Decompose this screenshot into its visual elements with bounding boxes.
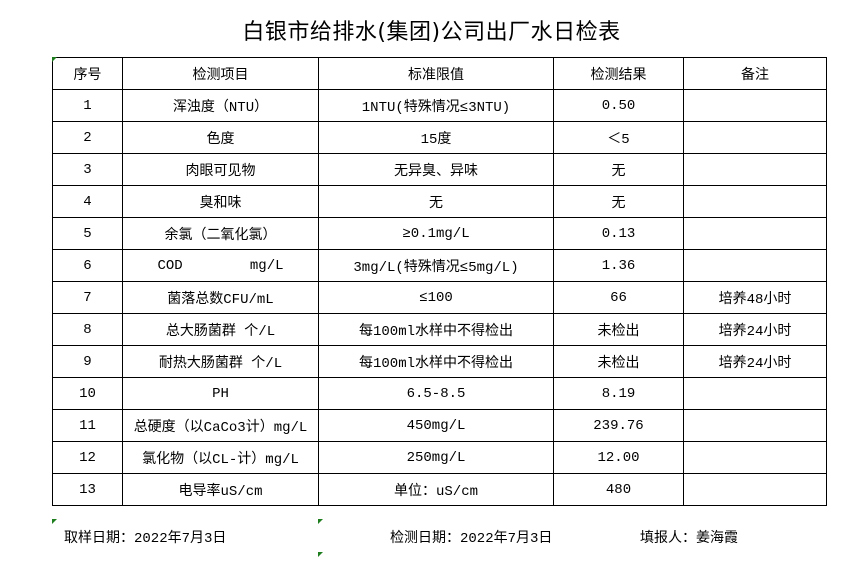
cell-item[interactable]: 总大肠菌群 个/L <box>122 313 319 346</box>
cell-standard[interactable]: 1NTU(特殊情况≤3NTU) <box>318 89 554 122</box>
cell-item[interactable]: 菌落总数CFU/mL <box>122 281 319 314</box>
cell-standard[interactable]: 单位：uS/cm <box>318 473 554 506</box>
table-row: 2 色度 15度 ＜5 <box>52 121 827 154</box>
cell-result[interactable]: ＜5 <box>553 121 684 154</box>
cell-index[interactable]: 11 <box>52 409 123 442</box>
cell-result[interactable]: 8.19 <box>553 377 684 410</box>
cell-standard[interactable]: 无异臭、异味 <box>318 153 554 186</box>
cell-item[interactable]: 总硬度（以CaCo3计）mg/L <box>122 409 319 442</box>
cell-standard[interactable]: 每100ml水样中不得检出 <box>318 345 554 378</box>
cell-note[interactable] <box>683 89 827 122</box>
cell-standard[interactable]: 250mg/L <box>318 441 554 474</box>
page-title: 白银市给排水(集团)公司出厂水日检表 <box>242 20 621 45</box>
table-row: 7 菌落总数CFU/mL ≤100 66 培养48小时 <box>52 281 827 314</box>
cell-item[interactable]: 余氯（二氧化氯） <box>122 217 319 250</box>
cell-item[interactable]: 耐热大肠菌群 个/L <box>122 345 319 378</box>
cell-index[interactable]: 10 <box>52 377 123 410</box>
table-row: 3 肉眼可见物 无异臭、异味无 <box>52 153 827 186</box>
comment-marker <box>52 519 57 524</box>
cell-index[interactable]: 8 <box>52 313 123 346</box>
cell-result[interactable]: 未检出 <box>553 313 684 346</box>
comment-marker <box>52 57 57 62</box>
header-cell[interactable]: 检测结果 <box>553 57 684 90</box>
header-cell[interactable]: 备注 <box>683 57 827 90</box>
cell-index[interactable]: 7 <box>52 281 123 314</box>
cell-note[interactable] <box>683 153 827 186</box>
cell-index[interactable]: 5 <box>52 217 123 250</box>
cell-item[interactable]: 电导率uS/cm <box>122 473 319 506</box>
cell-standard[interactable]: 450mg/L <box>318 409 554 442</box>
header-cell[interactable]: 序号 <box>52 57 123 90</box>
cell-result[interactable]: 12.00 <box>553 441 684 474</box>
cell-note[interactable]: 培养48小时 <box>683 281 827 314</box>
table-header-row: 序号 检测项目 标准限值 检测结果 备注 <box>52 57 827 90</box>
cell-standard[interactable]: ≤100 <box>318 281 554 314</box>
cell-index[interactable]: 4 <box>52 185 123 218</box>
table-row: 1 浑浊度（NTU） 1NTU(特殊情况≤3NTU) 0.50 <box>52 89 827 122</box>
table-row: 9 耐热大肠菌群 个/L 每100ml水样中不得检出 未检出 培养24小时 <box>52 345 827 378</box>
cell-result[interactable]: 0.13 <box>553 217 684 250</box>
cell-index[interactable]: 1 <box>52 89 123 122</box>
table-row: 11 总硬度（以CaCo3计）mg/L 450mg/L 239.76 <box>52 409 827 442</box>
table-row: 4 臭和味无无 <box>52 185 827 218</box>
cell-result[interactable]: 未检出 <box>553 345 684 378</box>
cell-index[interactable]: 9 <box>52 345 123 378</box>
cell-note[interactable] <box>683 249 827 282</box>
cell-result[interactable]: 480 <box>553 473 684 506</box>
header-cell[interactable]: 检测项目 <box>122 57 319 90</box>
comment-marker <box>318 552 323 557</box>
cell-index[interactable]: 12 <box>52 441 123 474</box>
cell-index[interactable]: 2 <box>52 121 123 154</box>
inspection-table: 序号 检测项目 标准限值 检测结果 备注 1 浑浊度（NTU） 1NTU(特殊情况≤… <box>52 57 827 506</box>
table-row: 12 氯化物（以CL-计）mg/L 250mg/L 12.00 <box>52 441 827 474</box>
cell-note[interactable] <box>683 409 827 442</box>
table-row: 5 余氯（二氧化氯） ≥0.1mg/L 0.13 <box>52 217 827 250</box>
cell-note[interactable]: 培养24小时 <box>683 313 827 346</box>
sampling-date: 取样日期：2022年7月3日 <box>64 531 227 547</box>
cell-result[interactable]: 无 <box>553 185 684 218</box>
cell-note[interactable] <box>683 441 827 474</box>
cell-index[interactable]: 13 <box>52 473 123 506</box>
cell-note[interactable] <box>683 377 827 410</box>
cell-item[interactable]: 色度 <box>122 121 319 154</box>
cell-note[interactable] <box>683 121 827 154</box>
cell-standard[interactable]: 3mg/L(特殊情况≤5mg/L) <box>318 249 554 282</box>
cell-item[interactable]: COD mg/L <box>122 249 319 282</box>
cell-result[interactable]: 0.50 <box>553 89 684 122</box>
cell-result[interactable]: 239.76 <box>553 409 684 442</box>
cell-standard[interactable]: 15度 <box>318 121 554 154</box>
cell-item[interactable]: PH <box>122 377 319 410</box>
comment-marker <box>318 519 323 524</box>
cell-standard[interactable]: 每100ml水样中不得检出 <box>318 313 554 346</box>
reporter: 填报人：姜海霞 <box>640 531 738 547</box>
cell-result[interactable]: 66 <box>553 281 684 314</box>
cell-item[interactable]: 肉眼可见物 <box>122 153 319 186</box>
table-row: 6 COD mg/L 3mg/L(特殊情况≤5mg/L) 1.36 <box>52 249 827 282</box>
cell-item[interactable]: 氯化物（以CL-计）mg/L <box>122 441 319 474</box>
cell-note[interactable] <box>683 185 827 218</box>
cell-index[interactable]: 3 <box>52 153 123 186</box>
header-cell[interactable]: 标准限值 <box>318 57 554 90</box>
cell-result[interactable]: 无 <box>553 153 684 186</box>
table-row: 10 PH 6.5-8.5 8.19 <box>52 377 827 410</box>
cell-note[interactable]: 培养24小时 <box>683 345 827 378</box>
cell-standard[interactable]: 无 <box>318 185 554 218</box>
table-row: 8 总大肠菌群 个/L 每100ml水样中不得检出 未检出 培养24小时 <box>52 313 827 346</box>
cell-note[interactable] <box>683 473 827 506</box>
cell-index[interactable]: 6 <box>52 249 123 282</box>
cell-item[interactable]: 臭和味 <box>122 185 319 218</box>
cell-item[interactable]: 浑浊度（NTU） <box>122 89 319 122</box>
cell-result[interactable]: 1.36 <box>553 249 684 282</box>
cell-standard[interactable]: ≥0.1mg/L <box>318 217 554 250</box>
cell-standard[interactable]: 6.5-8.5 <box>318 377 554 410</box>
table-row: 13 电导率uS/cm 单位：uS/cm 480 <box>52 473 827 506</box>
test-date: 检测日期：2022年7月3日 <box>390 531 553 547</box>
cell-note[interactable] <box>683 217 827 250</box>
